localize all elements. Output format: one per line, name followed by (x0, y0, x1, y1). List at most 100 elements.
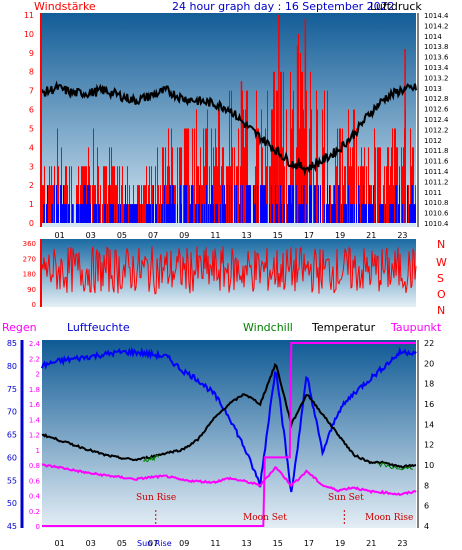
x-tick-label-top: 17 (304, 231, 314, 240)
temp-tick-label: 18 (424, 380, 434, 389)
temp-panel (42, 340, 416, 528)
temp-tick-label: 16 (424, 400, 434, 409)
pressure-tick-label: 1011.6 (424, 158, 449, 166)
wind-tick-label: 7 (29, 87, 34, 96)
event-sun-rise: Sun Rise (136, 493, 176, 503)
pressure-tick-label: 1011.2 (424, 178, 449, 186)
temp-tick-label: 22 (424, 339, 434, 348)
legend-regen: Regen (2, 321, 37, 334)
humidity-tick-label: 85 (7, 339, 17, 348)
humidity-tick-label: 50 (7, 499, 17, 508)
pressure-tick-label: 1014.4 (424, 12, 449, 20)
wind-direction-line (41, 246, 417, 295)
pressure-tick-label: 1011 (424, 189, 442, 197)
pressure-tick-label: 1012.8 (424, 95, 449, 103)
direction-tick-label: 180 (23, 271, 36, 279)
pressure-tick-label: 1010.6 (424, 210, 449, 218)
wind-tick-label: 6 (29, 106, 34, 115)
pressure-tick-label: 1010.4 (424, 220, 449, 228)
wind-tick-label: 2 (29, 181, 34, 190)
event-moon-set: Moon Set (243, 513, 287, 523)
x-tick-label-top: 19 (335, 231, 345, 240)
direction-tick-label: 270 (23, 255, 36, 263)
rain-tick-label: 0.8 (29, 462, 40, 470)
rain-tick-label: 0.6 (29, 477, 41, 485)
dir-label-o: O (437, 288, 446, 301)
dir-label-n-top: N (437, 238, 445, 251)
temp-tick-label: 20 (424, 359, 434, 368)
x-tick-label-top: 21 (366, 231, 376, 240)
event-sunrise-axis: Sun Rise (137, 539, 172, 548)
pressure-tick-label: 1014.2 (424, 22, 449, 30)
x-tick-label-top: 01 (54, 231, 64, 240)
wind-tick-label: 4 (29, 143, 34, 152)
direction-tick-label: 90 (27, 286, 36, 294)
wind-tick-label: 1 (29, 200, 34, 209)
x-tick-label-bottom: 07 (148, 539, 158, 548)
humidity-line (41, 346, 417, 493)
axes: 012345678910111010.41010.61010.810111011… (7, 11, 449, 548)
temp-tick-label: 8 (424, 481, 429, 490)
temp-tick-label: 4 (424, 522, 429, 531)
wind-tick-label: 8 (29, 68, 34, 77)
x-tick-label-bottom: 17 (304, 539, 314, 548)
graph-title: 24 hour graph day : 16 September 2022 (172, 0, 395, 13)
pressure-tick-label: 1013.6 (424, 54, 449, 62)
legend-windchill: Windchill (243, 321, 293, 334)
wind-tick-label: 5 (29, 124, 34, 133)
pressure-tick-label: 1012.6 (424, 106, 449, 114)
direction-panel (42, 239, 416, 307)
x-tick-label-bottom: 09 (179, 539, 189, 548)
rain-tick-label: 2 (36, 371, 40, 379)
rain-tick-label: 2.2 (29, 355, 40, 363)
x-tick-label-bottom: 13 (241, 539, 251, 548)
humidity-tick-label: 75 (7, 385, 17, 394)
temp-tick-label: 10 (424, 461, 434, 470)
humidity-tick-label: 70 (7, 408, 17, 417)
pressure-tick-label: 1013.8 (424, 43, 449, 51)
windchill-line (143, 454, 160, 463)
rain-line (42, 342, 416, 527)
temp-tick-label: 14 (424, 420, 434, 429)
event-moon-rise: Moon Rise (365, 513, 413, 523)
x-tick-label-bottom: 01 (54, 539, 64, 548)
windstarke-label: Windstärke (34, 0, 96, 13)
dir-label-n-bottom: N (437, 304, 445, 317)
x-tick-label-top: 11 (210, 231, 220, 240)
pressure-tick-label: 1011.4 (424, 168, 449, 176)
pressure-tick-label: 1012 (424, 137, 442, 145)
rain-tick-label: 2.4 (29, 340, 41, 348)
pressure-tick-label: 1014 (424, 33, 442, 41)
direction-tick-label: 360 (23, 240, 36, 248)
pressure-tick-label: 1013 (424, 85, 442, 93)
legend-luftfeuchte: Luftfeuchte (67, 321, 130, 334)
temperature-humidity-plot (41, 342, 417, 527)
x-tick-label-top: 13 (241, 231, 251, 240)
x-tick-label-top: 23 (397, 231, 407, 240)
wind-tick-label: 9 (29, 49, 34, 58)
rain-tick-label: 1.4 (29, 416, 41, 424)
temperature-line (41, 362, 417, 469)
wind-tick-label: 0 (29, 219, 34, 228)
dir-label-w: W (436, 256, 447, 269)
dewpoint-line (41, 463, 417, 497)
x-tick-label-top: 07 (148, 231, 158, 240)
rain-tick-label: 0.4 (29, 493, 41, 501)
humidity-tick-label: 60 (7, 453, 17, 462)
x-tick-label-bottom: 21 (366, 539, 376, 548)
rain-tick-label: 1.6 (29, 401, 41, 409)
temp-tick-label: 12 (424, 441, 434, 450)
x-tick-label-bottom: 19 (335, 539, 345, 548)
pressure-tick-label: 1012.4 (424, 116, 449, 124)
dir-label-s: S (437, 272, 444, 285)
x-tick-label-top: 09 (179, 231, 189, 240)
luftdruck-label: Luftdruck (370, 0, 422, 13)
rain-tick-label: 1.2 (29, 432, 40, 440)
humidity-tick-label: 45 (7, 522, 17, 531)
event-sun-set: Sun Set (328, 493, 364, 503)
x-tick-label-top: 15 (273, 231, 283, 240)
rain-tick-label: 0.2 (29, 508, 40, 516)
pressure-tick-label: 1011.8 (424, 147, 449, 155)
pressure-line (41, 80, 417, 177)
